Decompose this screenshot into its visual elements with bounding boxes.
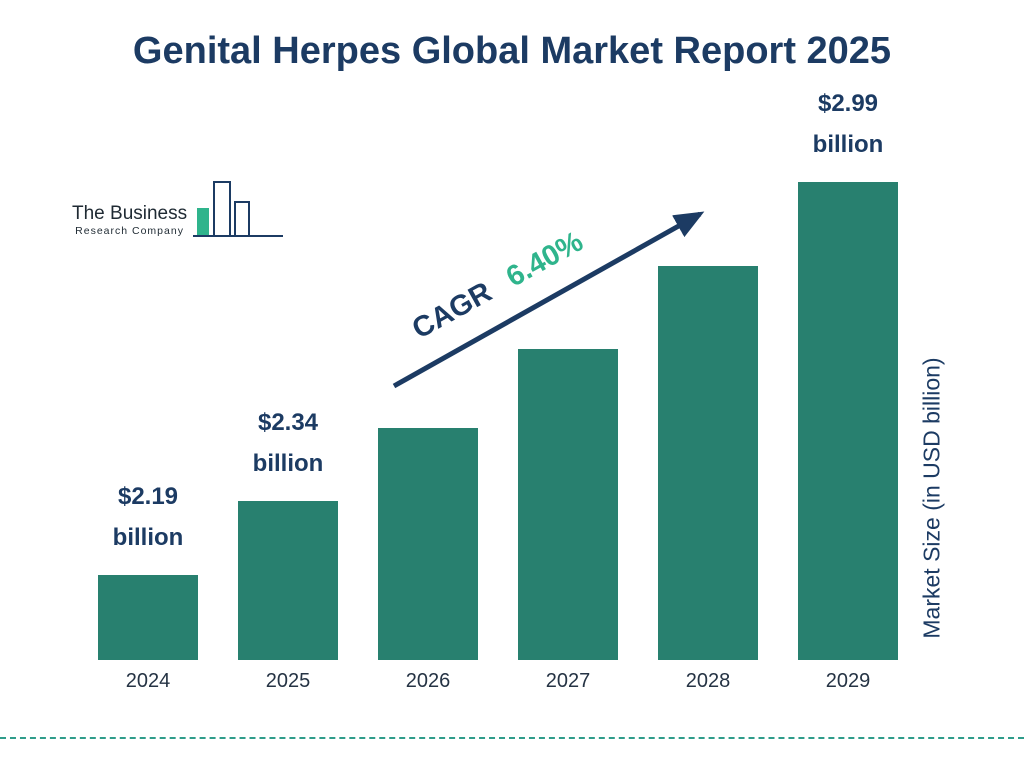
bar-column: 2027 [518,80,618,693]
y-axis-title: Market Size (in USD billion) [918,357,945,639]
x-axis-label: 2024 [125,670,171,692]
bar-value-label: $2.99 billion [812,90,884,159]
bar-chart: $2.19 billion 2024 $2.34 billion 2025 2026 2027… [98,80,898,693]
x-axis-label: 2029 [825,670,871,692]
x-axis-label: 2025 [265,670,311,692]
bar-value-label: $2.34 billion [252,409,324,478]
logo-name: The Business [72,203,188,224]
bar [378,428,478,660]
company-logo-text: The Business Research Company [72,203,187,249]
bar [238,501,338,660]
company-logo: The Business Research Company [72,178,285,249]
x-axis-label: 2026 [405,670,451,692]
bar-column: $2.34 billion 2025 [238,80,338,693]
bottom-dashed-divider [0,737,1024,739]
bar-column: $2.99 billion 2029 [798,80,898,693]
logo-subtitle: Research Company [75,225,184,237]
bar [518,349,618,660]
page-title: Genital Herpes Global Market Report 2025 [132,30,892,72]
bar-value-label: $2.19 billion [112,483,184,552]
bar-column: $2.19 billion 2024 [98,80,198,693]
bar-chart-logo-icon [193,178,285,249]
bar-column: 2028 [658,80,758,693]
bar [658,266,758,660]
x-axis-label: 2027 [545,670,591,692]
bar [798,182,898,660]
bar [98,575,198,660]
bar-column: 2026 [378,80,478,693]
x-axis-label: 2028 [685,670,731,692]
